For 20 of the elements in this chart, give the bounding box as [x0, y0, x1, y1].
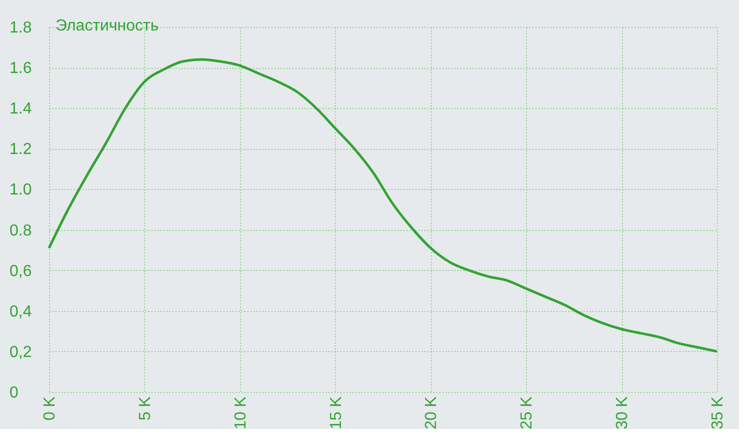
y-tick-label: 1.6 — [10, 60, 32, 78]
y-tick-label: 1.2 — [10, 141, 32, 158]
x-tick-label: 35 K — [710, 396, 726, 430]
line-series — [48, 58, 718, 353]
y-tick-label: 1.4 — [10, 100, 32, 118]
x-tick-label: 5 K — [136, 396, 154, 421]
x-tick-label: 0 K — [42, 396, 58, 421]
y-tick-label: 1.8 — [10, 20, 32, 36]
y-tick-label: 0 — [10, 384, 18, 402]
x-tick-label: 30 K — [614, 396, 632, 430]
x-tick-label: 10 K — [232, 396, 250, 430]
y-tick-label: 0,6 — [10, 262, 32, 280]
y-tick-label: 0.8 — [10, 222, 32, 240]
y-axis-title: Эластичность — [56, 18, 159, 34]
x-tick-label: 20 K — [423, 396, 440, 430]
y-tick-label: 0,2 — [10, 344, 32, 361]
y-tick-label: 1.0 — [10, 182, 32, 199]
y-tick-label: 0,4 — [10, 303, 32, 320]
x-tick-label: 15 K — [328, 396, 345, 430]
x-tick-label: 25 K — [518, 396, 536, 430]
